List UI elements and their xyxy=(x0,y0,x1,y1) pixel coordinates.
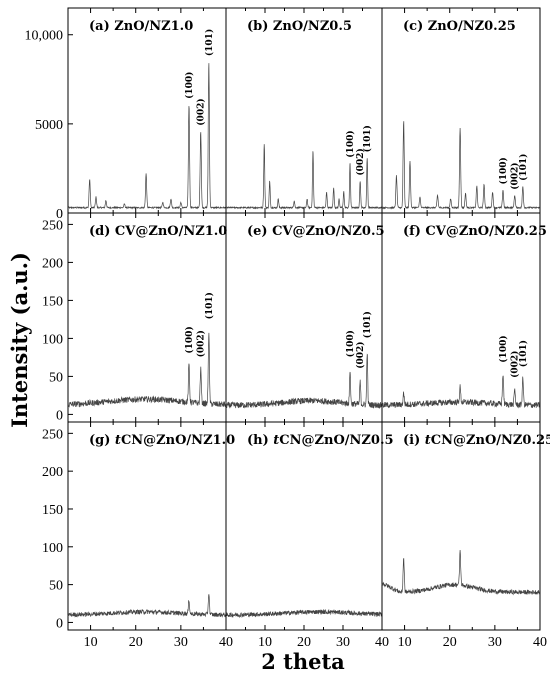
peak-label: (002) xyxy=(355,341,366,368)
y-tick-label: 200 xyxy=(42,465,63,480)
panel-label: (d) CV@ZnO/NZ1.0 xyxy=(89,224,227,239)
y-tick-label: 250 xyxy=(42,218,63,233)
peak-label: (002) xyxy=(355,148,366,175)
y-tick-label: 200 xyxy=(42,256,63,271)
peak-label: (101) xyxy=(362,311,373,338)
x-tick-label: 30 xyxy=(336,635,350,650)
peak-label: (101) xyxy=(204,292,215,319)
peak-label: (002) xyxy=(510,351,521,378)
peak-label: (101) xyxy=(518,340,529,367)
y-tick-label: 0 xyxy=(56,207,63,222)
y-tick-label: 150 xyxy=(42,503,63,518)
y-tick-label: 150 xyxy=(42,294,63,309)
y-axis-title: Intensity (a.u.) xyxy=(7,252,32,428)
peak-label: (101) xyxy=(362,125,373,152)
xrd-pattern-line xyxy=(225,353,383,410)
panel-1-1: (e) CV@ZnO/NZ0.5 (100) (002) (101) xyxy=(225,212,385,423)
panel-label: (g) tCN@ZnO/NZ1.0 xyxy=(89,433,235,448)
xrd-pattern-line xyxy=(67,593,227,618)
panel-frame xyxy=(225,212,383,423)
y-tick-label: 5000 xyxy=(35,118,63,133)
panel-0-2: (c) ZnO/NZ0.25 (100) (002)(101) xyxy=(381,7,541,214)
panel-label: (i) tCN@ZnO/NZ0.25 xyxy=(403,433,550,448)
panel-0-1: (b) ZnO/NZ0.5 (100)(002)(101) xyxy=(225,7,383,214)
x-tick-label: 20 xyxy=(297,635,311,650)
panel-frame xyxy=(381,212,541,423)
x-tick-label: 30 xyxy=(488,635,502,650)
panel-label: (h) tCN@ZnO/NZ0.5 xyxy=(247,433,394,448)
panel-label: (b) ZnO/NZ0.5 xyxy=(247,19,352,34)
panel-frame xyxy=(225,421,383,631)
y-tick-label: 0 xyxy=(56,616,63,631)
xrd-pattern-line xyxy=(67,63,227,210)
peak-label: (002) xyxy=(510,162,521,189)
x-tick-label: 10 xyxy=(398,635,412,650)
x-tick-label: 40 xyxy=(219,635,233,650)
panel-1-0: (d) CV@ZnO/NZ1.0 (100) (002) (101) 0 50 100 150… xyxy=(42,212,227,423)
panel-frame xyxy=(225,7,383,214)
panel-0-0: (a) ZnO/NZ1.0 (100)(002) (101) 0 5000 10,000 xyxy=(25,7,227,222)
x-tick-label: 20 xyxy=(443,635,457,650)
panel-2-0: (g) tCN@ZnO/NZ1.0 10 20 30 40 0 50 100 150 200 250 xyxy=(42,421,235,650)
y-tick-label: 100 xyxy=(42,541,63,556)
y-tick-label: 250 xyxy=(42,427,63,442)
peak-label: (002) xyxy=(196,98,207,125)
xrd-pattern-line xyxy=(381,549,541,596)
y-tick-label: 100 xyxy=(42,332,63,347)
panel-frame xyxy=(381,421,541,631)
y-tick-label: 0 xyxy=(56,408,63,423)
x-tick-label: 30 xyxy=(174,635,188,650)
panel-label: (f) CV@ZnO/NZ0.25 xyxy=(403,224,547,239)
peak-label: (100) xyxy=(345,330,356,357)
peak-label: (101) xyxy=(204,29,215,56)
panel-frame xyxy=(67,212,227,423)
peak-label: (100) xyxy=(184,72,195,99)
panel-label: (a) ZnO/NZ1.0 xyxy=(89,19,193,34)
peak-label: (002) xyxy=(196,330,207,357)
panel-label: (e) CV@ZnO/NZ0.5 xyxy=(247,224,385,239)
x-tick-label: 10 xyxy=(258,635,272,650)
y-tick-label: 50 xyxy=(49,370,63,385)
x-tick-label: 40 xyxy=(533,635,547,650)
peak-label: (100) xyxy=(498,157,509,184)
panel-2-2: (i) tCN@ZnO/NZ0.25 10 20 30 40 xyxy=(381,421,550,650)
peak-label: (100) xyxy=(184,326,195,353)
x-tick-label: 10 xyxy=(84,635,98,650)
peak-label: (100) xyxy=(498,335,509,362)
xrd-pattern-line xyxy=(225,144,383,210)
xrd-pattern-line xyxy=(225,608,382,619)
y-tick-label: 10,000 xyxy=(25,29,64,44)
x-tick-label: 20 xyxy=(129,635,143,650)
peak-label: (101) xyxy=(518,154,529,181)
xrd-pattern-line xyxy=(381,121,541,210)
xrd-pattern-line xyxy=(67,332,226,408)
x-axis-title: 2 theta xyxy=(261,649,345,674)
panel-1-2: (f) CV@ZnO/NZ0.25 (100)(002)(101) xyxy=(381,212,547,423)
panel-label: (c) ZnO/NZ0.25 xyxy=(403,19,516,34)
panel-2-1: (h) tCN@ZnO/NZ0.5 10 20 30 40 xyxy=(225,421,394,650)
xrd-pattern-line xyxy=(381,375,540,409)
panels-layer: (a) ZnO/NZ1.0(100)(002)(101)0500010,000(… xyxy=(25,7,550,650)
y-tick-label: 50 xyxy=(49,579,63,594)
x-tick-label: 40 xyxy=(375,635,389,650)
panel-frame xyxy=(67,421,227,631)
peak-label: (100) xyxy=(345,130,356,157)
